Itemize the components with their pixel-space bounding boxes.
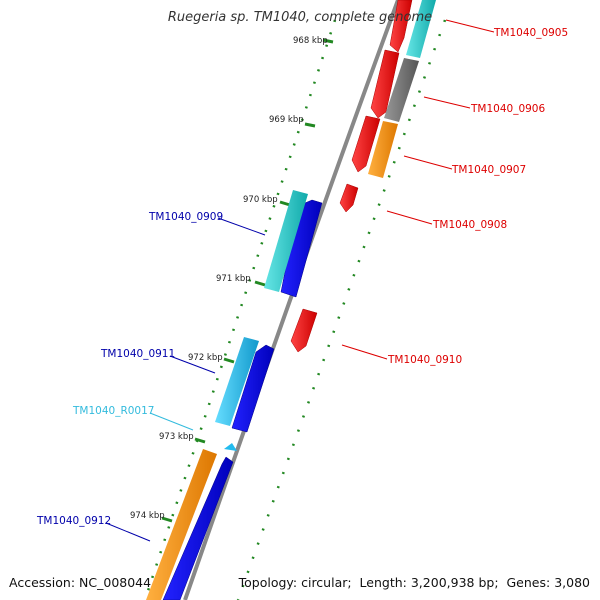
gene-feature-tm1040-0911[interactable] — [231, 344, 275, 433]
gene-label-tm1040-0907[interactable]: TM1040_0907 — [451, 164, 526, 176]
gene-label-tm1040-0905[interactable]: TM1040_0905 — [493, 27, 568, 39]
genes-label: Genes: — [506, 575, 551, 590]
cog-feature-tm1040-0912[interactable] — [146, 449, 217, 600]
gene-feature-tm1040-0910[interactable] — [290, 308, 318, 353]
tick-mark-971 — [254, 280, 266, 287]
leader-line-0909 — [217, 217, 266, 236]
genes-value: 3,080 — [554, 575, 590, 590]
tick-mark-968 — [322, 38, 334, 44]
length-value: 3,200,938 bp — [410, 575, 495, 590]
tick-mark-969 — [304, 122, 316, 128]
tick-mark-972 — [223, 357, 235, 364]
rna-feature-tm1040-r0017[interactable] — [224, 443, 237, 451]
gene-feature-tm1040-0905[interactable] — [389, 0, 413, 53]
accession-label: Accession: — [9, 575, 76, 590]
accession-info: Accession: NC_008044 — [9, 575, 151, 590]
gene-label-tm1040-0906[interactable]: TM1040_0906 — [470, 103, 545, 115]
map-title: Ruegeria sp. TM1040, complete genome — [167, 10, 433, 25]
cog-feature-tm1040-0906[interactable] — [384, 58, 419, 122]
leader-line-r0017 — [149, 412, 194, 431]
tick-label-974: 974 kbp — [130, 511, 165, 521]
accession-value: NC_008044 — [79, 575, 152, 590]
tick-mark-974 — [161, 516, 173, 523]
leader-line-0905 — [445, 19, 495, 33]
gene-label-tm1040-0908[interactable]: TM1040_0908 — [432, 219, 507, 231]
tick-label-972: 972 kbp — [188, 353, 223, 363]
tick-mark-973 — [194, 437, 206, 444]
gene-label-tm1040-0912[interactable]: TM1040_0912 — [36, 515, 111, 527]
gene-feature-tm1040-0906[interactable] — [370, 49, 400, 119]
topology-label: Topology: — [238, 575, 298, 590]
gc-track-outer — [143, 19, 337, 600]
gene-feature-tm1040-0907[interactable] — [351, 115, 381, 173]
gene-feature-tm1040-0909[interactable] — [280, 199, 323, 298]
gene-label-tm1040-0911[interactable]: TM1040_0911 — [100, 348, 175, 360]
cog-feature-tm1040-0907[interactable] — [368, 121, 398, 178]
tick-label-970: 970 kbp — [243, 195, 278, 205]
genome-backbone — [183, 0, 400, 600]
gene-feature-tm1040-0912[interactable] — [162, 456, 234, 600]
length-label: Length: — [359, 575, 407, 590]
tick-mark-970 — [279, 200, 291, 207]
leader-line-0911 — [169, 355, 216, 374]
leader-line-0912 — [105, 522, 151, 542]
gene-feature-tm1040-0908[interactable] — [339, 183, 359, 213]
cog-feature-tm1040-0911[interactable] — [215, 337, 259, 426]
tick-label-968: 968 kbp — [293, 36, 328, 46]
gene-label-tm1040-r0017[interactable]: TM1040_R0017 — [72, 405, 154, 417]
tick-label-969: 969 kbp — [269, 115, 304, 125]
gene-label-tm1040-0909[interactable]: TM1040_0909 — [148, 211, 223, 223]
gc-track-inner — [236, 19, 447, 600]
leader-line-0908 — [386, 210, 433, 225]
cog-feature-tm1040-0905[interactable] — [406, 0, 436, 58]
gene-label-tm1040-0910[interactable]: TM1040_0910 — [387, 354, 462, 366]
leader-line-0907 — [403, 155, 453, 170]
cog-feature-tm1040-0909[interactable] — [264, 190, 308, 292]
leader-line-0910 — [341, 344, 388, 360]
tick-label-973: 973 kbp — [159, 432, 194, 442]
tick-label-971: 971 kbp — [216, 274, 251, 284]
topology-value: circular — [301, 575, 348, 590]
genome-summary: Topology: circular; Length: 3,200,938 bp… — [238, 575, 590, 590]
leader-line-0906 — [423, 96, 471, 109]
